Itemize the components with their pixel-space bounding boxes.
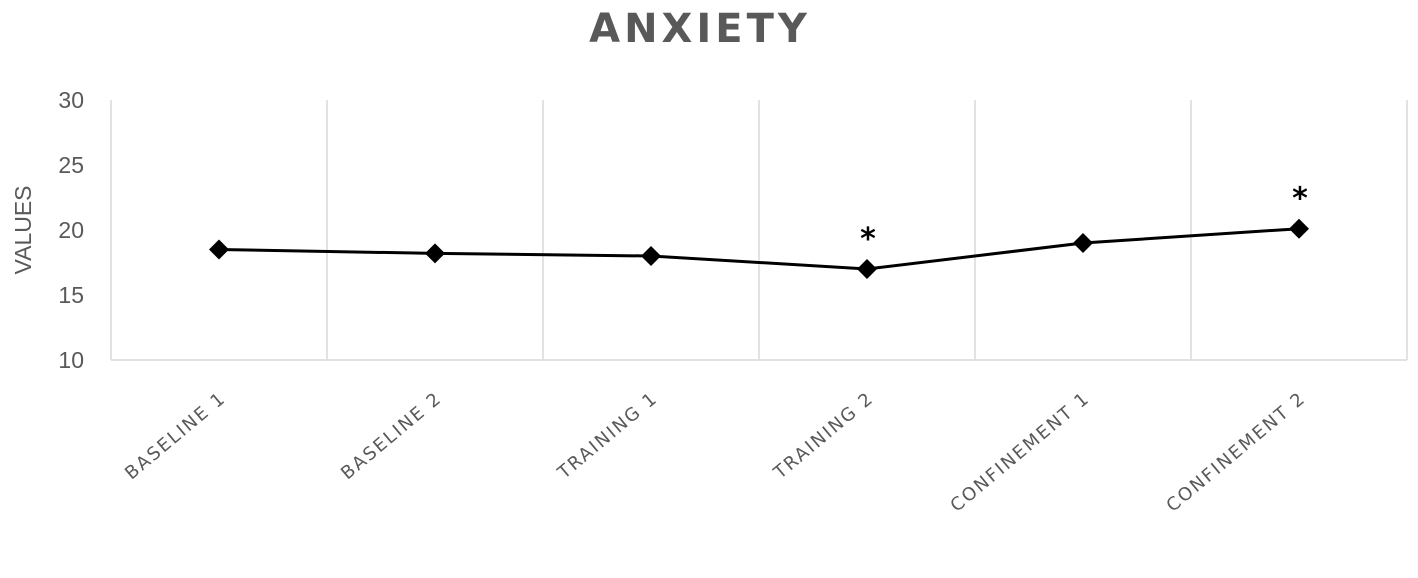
significance-asterisk: *: [860, 222, 876, 257]
data-points: [209, 218, 1309, 279]
y-tick-label: 10: [58, 347, 84, 373]
y-tick-label: 25: [58, 152, 84, 178]
y-tick-label: 30: [58, 87, 84, 113]
x-tick-label: BASELINE 2: [337, 388, 446, 484]
y-tick-label: 20: [58, 217, 84, 243]
chart-title: ANXIETY: [589, 6, 811, 52]
x-tick-label: TRAINING 2: [769, 388, 878, 484]
series-line: [218, 227, 1300, 271]
data-point-marker: [1289, 218, 1309, 239]
y-tick-label: 15: [58, 282, 84, 308]
y-axis-ticks: 10 15 20 25 30: [58, 87, 84, 373]
x-tick-label: CONFINEMENT 1: [946, 388, 1094, 517]
data-point-marker: [425, 243, 445, 264]
data-point-marker: [857, 259, 877, 279]
x-tick-label: BASELINE 1: [121, 388, 230, 484]
significance-annotations: **: [860, 182, 1308, 257]
x-axis-ticks: BASELINE 1 BASELINE 2 TRAINING 1 TRAINING 2…: [121, 388, 1310, 517]
gridlines: [110, 100, 1408, 361]
significance-asterisk: *: [1292, 182, 1308, 217]
data-point-marker: [1073, 233, 1093, 253]
data-point-marker: [209, 239, 229, 260]
x-tick-label: TRAINING 1: [553, 388, 662, 484]
y-axis-label: VALUES: [10, 185, 36, 274]
data-point-marker: [641, 246, 661, 266]
x-tick-label: CONFINEMENT 2: [1162, 388, 1310, 517]
